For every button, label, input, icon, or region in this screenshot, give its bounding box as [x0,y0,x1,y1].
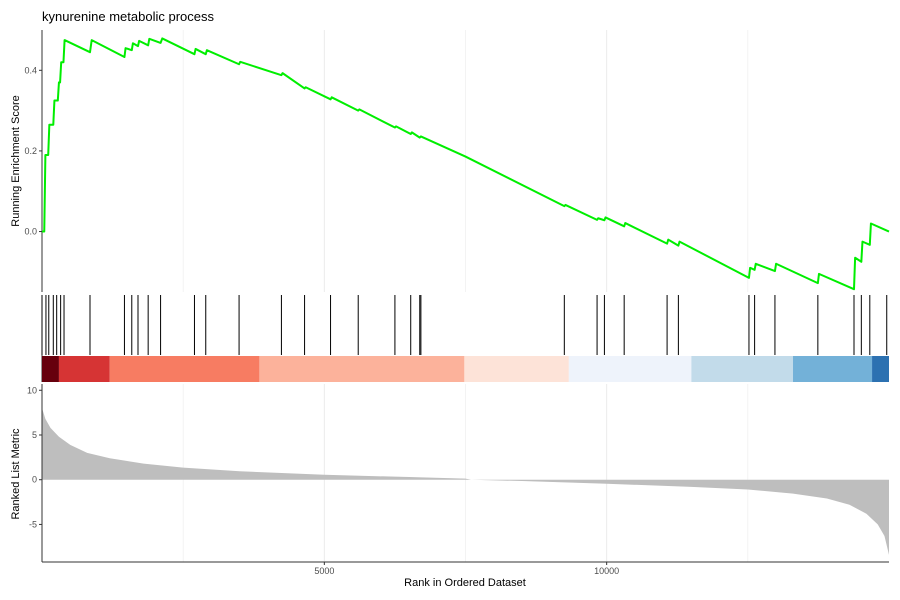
rank-color-band-segment [464,356,569,382]
es-y-tick-label: 0.2 [24,146,37,156]
rank-y-tick-label: -5 [29,519,37,529]
es-y-tick-label: 0.0 [24,227,37,237]
rank-y-tick-label: 5 [32,430,37,440]
rank-color-band-segment [259,356,465,382]
rank-metric-axis-title: Ranked List Metric [10,428,22,520]
gene-hits-panel [41,295,889,382]
rank-color-band-segment [872,356,889,382]
rank-color-band-segment [793,356,873,382]
x-tick-label: 10000 [594,566,619,576]
x-tick-label: 5000 [314,566,334,576]
plot-title: kynurenine metabolic process [42,9,214,24]
running-enrichment-score-line [42,37,890,291]
rank-color-band-segment [568,356,692,382]
rank-y-tick-label: 0 [32,475,37,485]
rank-color-band-segment [109,356,260,382]
ranked-metric-area [42,408,889,555]
x-axis-title: Rank in Ordered Dataset [404,577,526,589]
rank-color-band-segment [691,356,794,382]
rank-color-band-segment [42,356,59,382]
es-y-tick-label: 0.4 [24,65,37,75]
rank-color-band-segment [58,356,110,382]
es-axis-title: Running Enrichment Score [10,95,22,226]
running-enrichment-score-panel: 0.0 0.2 0.4 [24,30,890,292]
rank-y-tick-label: 10 [27,385,37,395]
ranked-list-metric-panel: 10 5 0 -5 5000 10000 [27,384,889,576]
